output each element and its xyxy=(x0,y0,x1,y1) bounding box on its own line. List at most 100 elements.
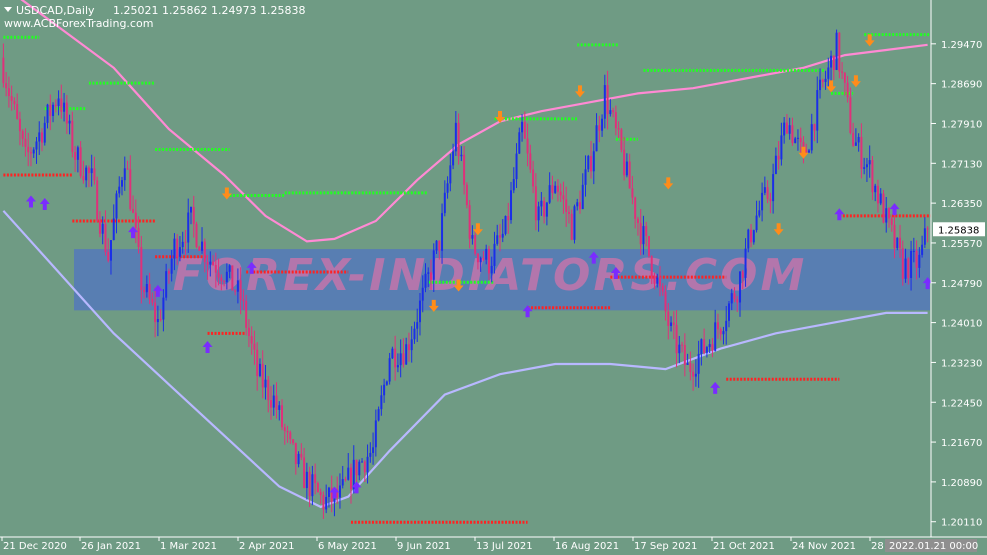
candle-body xyxy=(694,373,697,377)
candle-body xyxy=(733,293,736,300)
candle-body xyxy=(297,453,300,465)
candle-body xyxy=(201,241,204,251)
candle-body xyxy=(567,211,570,214)
candle-body xyxy=(217,272,220,278)
candle-body xyxy=(565,199,568,212)
candle-body xyxy=(703,339,706,353)
candle-body xyxy=(294,442,297,465)
candle-body xyxy=(876,185,879,204)
candle-body xyxy=(441,213,444,251)
candle-body xyxy=(554,185,557,193)
candle-body xyxy=(609,110,612,115)
candle-body xyxy=(292,439,295,443)
candle-body xyxy=(286,431,289,433)
candle-body xyxy=(846,82,849,98)
candle-body xyxy=(747,229,750,249)
candle-body xyxy=(573,206,576,240)
candle-body xyxy=(176,238,179,257)
candle-body xyxy=(261,363,264,388)
candle-body xyxy=(330,487,333,503)
candle-body xyxy=(827,67,830,79)
candle-body xyxy=(636,218,639,223)
candle-body xyxy=(769,198,772,202)
y-tick-label: 1.28690 xyxy=(941,80,982,91)
candle-body xyxy=(852,132,855,146)
candle-body xyxy=(388,358,391,382)
candle-body xyxy=(763,187,766,193)
candle-body xyxy=(145,284,148,293)
candle-body xyxy=(874,185,877,193)
candle-body xyxy=(396,365,399,368)
candle-body xyxy=(810,124,813,151)
candle-body xyxy=(628,161,631,189)
candle-body xyxy=(912,250,915,252)
candle-body xyxy=(85,167,88,181)
candle-body xyxy=(344,479,347,481)
candle-body xyxy=(96,180,99,221)
candle-body xyxy=(209,261,212,265)
sell-arrow-icon xyxy=(798,146,809,159)
x-tick-label: 6 May 2021 xyxy=(318,541,377,552)
candle-body xyxy=(559,191,562,196)
candle-body xyxy=(60,98,63,112)
candle-body xyxy=(143,289,146,293)
candle-body xyxy=(515,153,518,180)
candle-body xyxy=(744,248,747,278)
candle-body xyxy=(595,125,598,152)
site-label: www.ACBForexTrading.com xyxy=(4,17,153,30)
candle-body xyxy=(545,202,548,217)
candle-body xyxy=(843,72,846,83)
candle-body xyxy=(893,224,896,249)
candle-body xyxy=(830,55,833,68)
candle-body xyxy=(327,487,330,497)
candle-body xyxy=(493,243,496,266)
candle-body xyxy=(813,124,816,131)
candle-body xyxy=(879,193,882,204)
candle-body xyxy=(303,457,306,489)
buy-arrow-icon xyxy=(152,284,163,297)
candle-body xyxy=(512,179,515,191)
x-tick-label: 21 Oct 2021 xyxy=(713,541,775,552)
candle-body xyxy=(63,102,66,112)
candle-body xyxy=(247,327,250,337)
candle-body xyxy=(606,85,609,115)
price-scale[interactable] xyxy=(931,0,987,537)
candle-body xyxy=(104,223,107,252)
x-tick-label: 17 Sep 2021 xyxy=(634,541,697,552)
candle-body xyxy=(457,122,460,157)
candle-body xyxy=(623,149,626,176)
y-tick-label: 1.20890 xyxy=(941,478,982,489)
candle-body xyxy=(736,299,739,303)
candle-body xyxy=(534,186,537,221)
candle-body xyxy=(551,185,554,193)
candle-body xyxy=(413,328,416,340)
sell-arrow-icon xyxy=(453,279,464,292)
sell-arrow-icon xyxy=(773,223,784,236)
menu-triangle-icon[interactable] xyxy=(4,7,12,12)
candle-body xyxy=(214,265,217,273)
candle-body xyxy=(98,220,101,234)
candle-body xyxy=(716,322,719,330)
candle-body xyxy=(126,168,129,170)
candle-body xyxy=(424,273,427,288)
candle-body xyxy=(236,280,239,292)
candle-body xyxy=(316,483,319,493)
candle-body xyxy=(741,271,744,278)
candle-body xyxy=(791,125,794,144)
candle-body xyxy=(32,149,35,154)
candle-body xyxy=(76,147,79,160)
candle-body xyxy=(578,202,581,210)
cursor-date-tag xyxy=(885,539,977,552)
candle-body xyxy=(675,324,678,354)
candle-body xyxy=(468,205,471,239)
candle-body xyxy=(727,303,730,321)
candle-body xyxy=(250,336,253,344)
candle-body xyxy=(198,247,201,251)
candle-body xyxy=(355,459,358,476)
candle-body xyxy=(93,168,96,181)
candle-body xyxy=(719,329,722,335)
y-tick-label: 1.21670 xyxy=(941,438,982,449)
candle-body xyxy=(10,96,13,101)
